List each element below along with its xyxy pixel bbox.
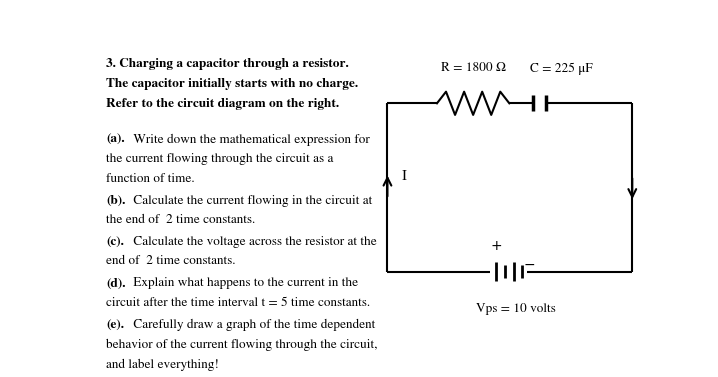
Text: 3. Charging a capacitor through a resistor.: 3. Charging a capacitor through a resist… — [106, 58, 349, 70]
Text: (d).: (d). — [106, 277, 126, 290]
Text: function of time.: function of time. — [106, 173, 195, 185]
Text: Carefully draw a graph of the time dependent: Carefully draw a graph of the time depen… — [130, 319, 375, 331]
Text: I: I — [401, 169, 406, 182]
Text: R = 1800 Ω: R = 1800 Ω — [441, 63, 505, 74]
Text: (e).: (e). — [106, 319, 124, 331]
Text: −: − — [523, 257, 535, 271]
Text: +: + — [490, 239, 502, 253]
Text: Calculate the current flowing in the circuit at: Calculate the current flowing in the cir… — [130, 195, 372, 207]
Text: (a).: (a). — [106, 133, 125, 145]
Text: (c).: (c). — [106, 236, 124, 248]
Text: behavior of the current flowing through the circuit,: behavior of the current flowing through … — [106, 339, 378, 351]
Text: Explain what happens to the current in the: Explain what happens to the current in t… — [130, 277, 358, 290]
Text: Calculate the voltage across the resistor at the: Calculate the voltage across the resisto… — [130, 236, 376, 248]
Text: the current flowing through the circuit as a: the current flowing through the circuit … — [106, 153, 334, 165]
Text: the end of  2 time constants.: the end of 2 time constants. — [106, 214, 256, 226]
Text: and label everything!: and label everything! — [106, 359, 219, 371]
Text: Vps = 10 volts: Vps = 10 volts — [475, 303, 555, 316]
Text: C = 225 μF: C = 225 μF — [530, 62, 593, 75]
Text: The capacitor initially starts with no charge.: The capacitor initially starts with no c… — [106, 78, 358, 90]
Text: (b).: (b). — [106, 195, 126, 207]
Text: Write down the mathematical expression for: Write down the mathematical expression f… — [130, 133, 370, 146]
Text: circuit after the time interval t = 5 time constants.: circuit after the time interval t = 5 ti… — [106, 297, 370, 309]
Text: end of  2 time constants.: end of 2 time constants. — [106, 256, 236, 267]
Text: Refer to the circuit diagram on the right.: Refer to the circuit diagram on the righ… — [106, 98, 340, 110]
